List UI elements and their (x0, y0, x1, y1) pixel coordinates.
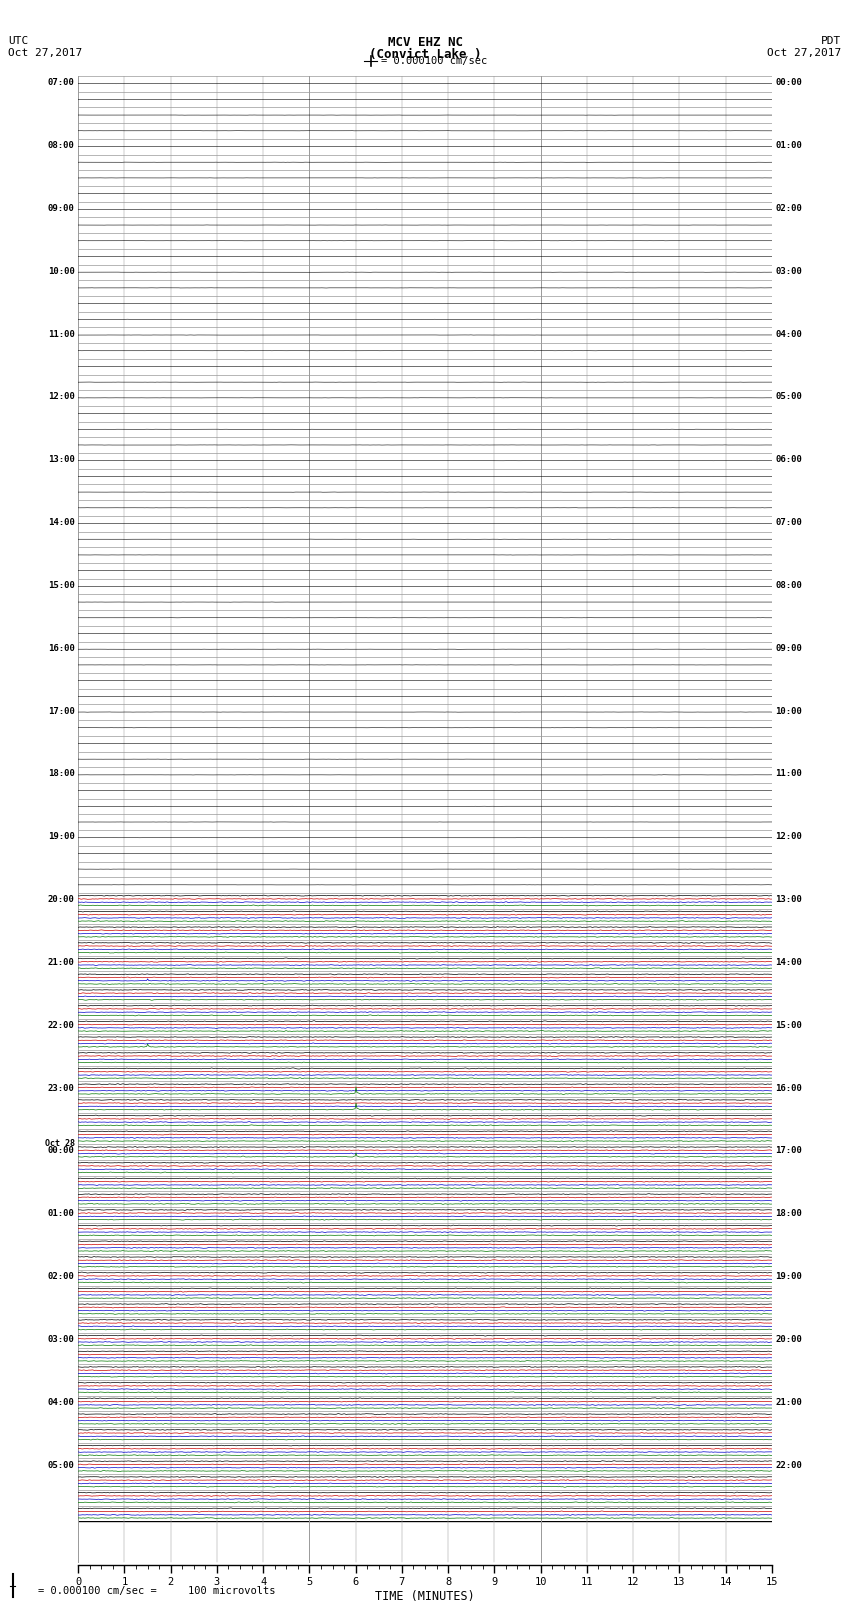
Text: 08:00: 08:00 (48, 140, 75, 150)
Text: 01:00: 01:00 (775, 140, 802, 150)
Text: 09:00: 09:00 (48, 203, 75, 213)
Text: Oct 27,2017: Oct 27,2017 (768, 47, 842, 58)
Text: 16:00: 16:00 (775, 1084, 802, 1092)
Text: (Convict Lake ): (Convict Lake ) (369, 47, 481, 61)
Text: 02:00: 02:00 (775, 203, 802, 213)
Text: 17:00: 17:00 (775, 1147, 802, 1155)
Text: 21:00: 21:00 (48, 958, 75, 966)
Text: 07:00: 07:00 (775, 518, 802, 527)
Text: 17:00: 17:00 (48, 706, 75, 716)
Text: 23:00: 23:00 (48, 1084, 75, 1092)
Text: 11:00: 11:00 (775, 769, 802, 779)
Text: 04:00: 04:00 (775, 329, 802, 339)
Text: 19:00: 19:00 (48, 832, 75, 842)
Text: = 0.000100 cm/sec: = 0.000100 cm/sec (382, 56, 488, 66)
Text: Oct 28: Oct 28 (45, 1139, 75, 1147)
Text: 14:00: 14:00 (48, 518, 75, 527)
Text: 05:00: 05:00 (48, 1461, 75, 1469)
Text: 11:00: 11:00 (48, 329, 75, 339)
Text: 01:00: 01:00 (48, 1210, 75, 1218)
Text: 19:00: 19:00 (775, 1273, 802, 1281)
Text: 15:00: 15:00 (48, 581, 75, 590)
Text: 05:00: 05:00 (775, 392, 802, 402)
Text: 13:00: 13:00 (775, 895, 802, 903)
Text: MCV EHZ NC: MCV EHZ NC (388, 37, 462, 50)
Text: 03:00: 03:00 (48, 1336, 75, 1344)
Text: 03:00: 03:00 (775, 266, 802, 276)
Text: UTC: UTC (8, 37, 29, 47)
Text: 20:00: 20:00 (48, 895, 75, 903)
Text: 22:00: 22:00 (48, 1021, 75, 1029)
Text: 12:00: 12:00 (48, 392, 75, 402)
Text: 21:00: 21:00 (775, 1398, 802, 1407)
Text: = 0.000100 cm/sec =     100 microvolts: = 0.000100 cm/sec = 100 microvolts (38, 1586, 275, 1595)
Text: 20:00: 20:00 (775, 1336, 802, 1344)
Text: 07:00: 07:00 (48, 77, 75, 87)
Text: 18:00: 18:00 (775, 1210, 802, 1218)
Text: 04:00: 04:00 (48, 1398, 75, 1407)
Text: 02:00: 02:00 (48, 1273, 75, 1281)
Text: 00:00: 00:00 (48, 1147, 75, 1155)
Text: 10:00: 10:00 (48, 266, 75, 276)
Text: PDT: PDT (821, 37, 842, 47)
Text: 09:00: 09:00 (775, 644, 802, 653)
Text: 22:00: 22:00 (775, 1461, 802, 1469)
Text: 06:00: 06:00 (775, 455, 802, 465)
Text: 08:00: 08:00 (775, 581, 802, 590)
Text: Oct 27,2017: Oct 27,2017 (8, 47, 82, 58)
Text: 10:00: 10:00 (775, 706, 802, 716)
Text: 13:00: 13:00 (48, 455, 75, 465)
Text: 12:00: 12:00 (775, 832, 802, 842)
Text: 15:00: 15:00 (775, 1021, 802, 1029)
Text: 18:00: 18:00 (48, 769, 75, 779)
Text: 00:00: 00:00 (775, 77, 802, 87)
X-axis label: TIME (MINUTES): TIME (MINUTES) (375, 1590, 475, 1603)
Text: 14:00: 14:00 (775, 958, 802, 966)
Text: 16:00: 16:00 (48, 644, 75, 653)
